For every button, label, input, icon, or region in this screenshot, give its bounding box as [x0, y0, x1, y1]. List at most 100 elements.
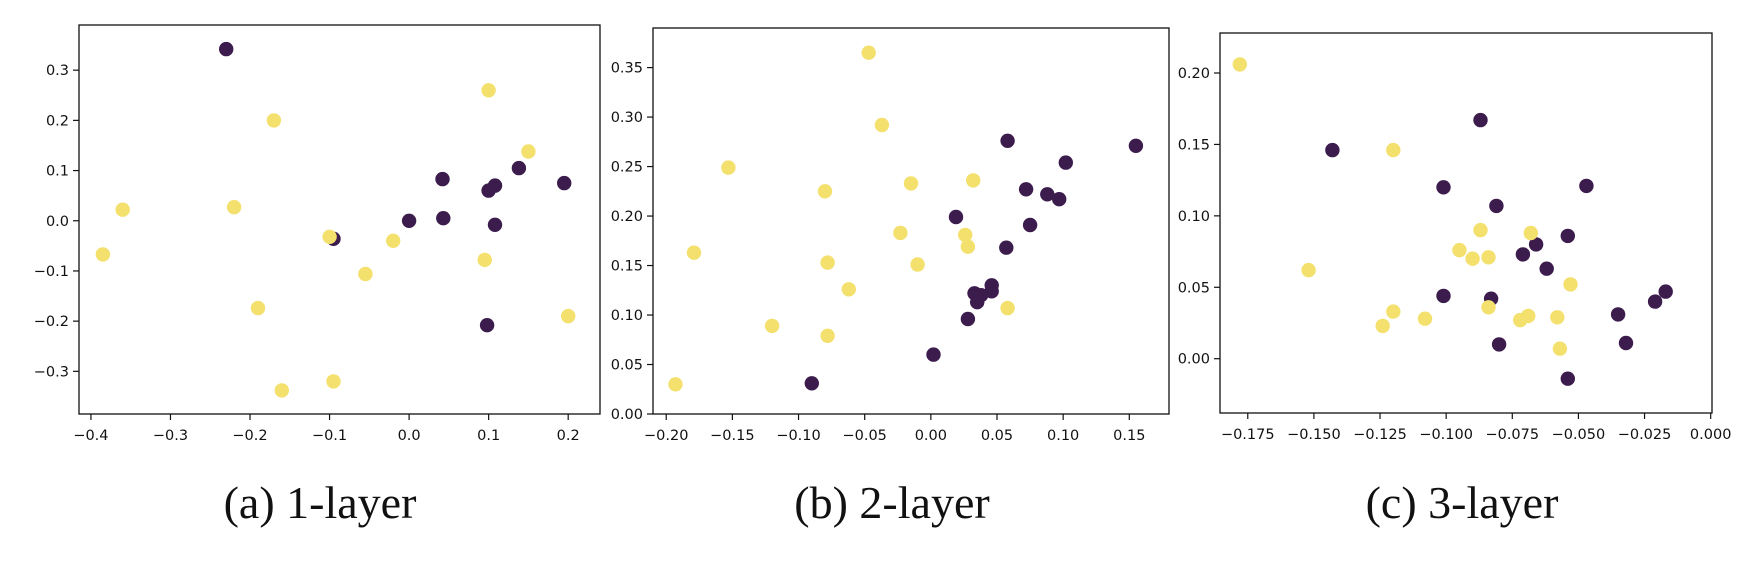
y-tick-label-a-4: 0.1	[46, 164, 69, 180]
scatter-point-c-s0-16	[1658, 284, 1673, 299]
y-axis-a: −0.3 −0.2 −0.1 0.0 0.1 0.2 0.3	[34, 63, 79, 380]
scatter-point-a-s1-0	[95, 247, 111, 262]
scatter-point-c-s1-5	[1417, 311, 1433, 326]
scatter-point-b-s1-10	[893, 225, 908, 241]
x-tick-label-a-6: 0.2	[557, 428, 580, 444]
scatter-point-a-s1-6	[322, 229, 337, 244]
scatter-point-a-s0-1	[435, 171, 450, 187]
scatter-point-c-s1-15	[1552, 341, 1568, 356]
scatter-point-b-s0-15	[1058, 155, 1074, 170]
y-tick-label-b-4: 0.20	[611, 209, 643, 225]
scatter-point-b-s1-1	[686, 245, 702, 260]
scatter-point-c-s1-4	[1386, 304, 1401, 319]
scatter-point-a-s0-9	[487, 217, 503, 232]
x-axis-b: −0.20 −0.15 −0.10 −0.05 0.00 0.05 0.10 0.15	[644, 414, 1145, 444]
scatter-point-a-s0-10	[479, 318, 495, 333]
scatter-point-c-s1-8	[1473, 222, 1488, 238]
scatter-point-a-s1-11	[521, 144, 536, 159]
scatter-point-b-s1-7	[841, 282, 856, 297]
scatter-point-b-s1-5	[820, 255, 835, 270]
y-axis-c: 0.00 0.05 0.10 0.15 0.20	[1178, 66, 1220, 368]
axes-frame-b	[652, 27, 1170, 415]
scatter-point-a-s1-4	[250, 300, 266, 316]
scatter-point-c-s0-13	[1610, 307, 1626, 322]
x-tick-label-b-4: 0.00	[915, 428, 947, 444]
y-tick-label-a-0: −0.3	[34, 364, 69, 380]
scatter-point-b-s0-12	[1022, 217, 1038, 233]
x-tick-label-b-3: −0.05	[842, 428, 886, 444]
scatter-point-c-s0-7	[1515, 247, 1531, 262]
scatter-point-a-s1-2	[226, 200, 242, 215]
x-tick-label-a-3: −0.1	[312, 428, 347, 444]
scatter-point-b-s1-8	[861, 45, 876, 60]
scatter-point-a-s1-7	[326, 374, 341, 389]
scatter-point-c-s0-12	[1579, 178, 1594, 194]
scatter-point-c-s0-1	[1436, 180, 1451, 195]
scatter-point-a-s0-6	[487, 178, 503, 193]
caption-b: (b) 2-layer	[794, 477, 989, 528]
scatter-point-b-s0-11	[1018, 182, 1034, 197]
scatter-point-b-s1-3	[764, 318, 780, 334]
x-axis-c: −0.175 −0.150 −0.125 −0.100 −0.075 −0.050 −0.0…	[1221, 413, 1731, 443]
scatter-point-b-s0-14	[1052, 192, 1067, 207]
caption-a: (a) 1-layer	[224, 477, 417, 528]
y-tick-label-b-0: 0.00	[611, 407, 643, 423]
scatter-point-c-s1-9	[1481, 250, 1496, 265]
y-tick-label-c-0: 0.00	[1178, 352, 1210, 368]
scatter-point-c-s1-7	[1465, 251, 1480, 266]
scatter-point-c-s1-2	[1375, 318, 1390, 334]
scatter-point-b-s1-14	[960, 239, 976, 254]
x-axis-a: −0.4 −0.3 −0.2 −0.1 0.0 0.1 0.2	[73, 414, 580, 444]
scatter-point-c-s0-0	[1325, 142, 1340, 158]
x-tick-label-b-1: −0.15	[710, 428, 754, 444]
subplot-b: −0.20 −0.15 −0.10 −0.05 0.00 0.05 0.10 0.150.00…	[611, 27, 1170, 528]
scatter-point-c-s0-6	[1491, 337, 1507, 352]
scatter-point-a-s0-4	[436, 211, 451, 226]
scatter-point-b-s1-6	[820, 328, 835, 343]
y-tick-label-b-1: 0.05	[611, 358, 643, 374]
scatter-point-a-s1-12	[477, 252, 492, 268]
x-tick-label-c-3: −0.100	[1419, 427, 1473, 443]
x-tick-label-a-1: −0.3	[153, 428, 188, 444]
y-tick-label-b-6: 0.30	[611, 110, 643, 126]
scatter-point-c-s1-16	[1563, 277, 1578, 292]
scatter-point-b-s0-8	[984, 278, 999, 293]
y-tick-label-b-2: 0.10	[611, 308, 643, 324]
x-tick-label-c-1: −0.150	[1287, 427, 1341, 443]
scatter-point-c-s0-3	[1473, 112, 1488, 128]
scatter-point-c-s0-14	[1618, 335, 1634, 351]
scatter-point-b-s1-16	[1000, 300, 1015, 316]
scatter-point-b-s0-2	[948, 209, 964, 225]
points-b	[668, 45, 1144, 392]
scatter-point-b-s0-0	[804, 376, 819, 391]
scatter-point-b-s0-9	[999, 240, 1014, 255]
scatter-point-b-s1-12	[910, 257, 925, 272]
scatter-point-a-s1-10	[481, 83, 496, 98]
x-tick-label-c-2: −0.125	[1353, 427, 1407, 443]
scatter-point-c-s1-6	[1452, 242, 1467, 258]
y-tick-label-c-2: 0.10	[1178, 209, 1210, 225]
scatter-point-b-s1-9	[874, 117, 890, 133]
scatter-point-c-s0-11	[1560, 371, 1576, 386]
y-tick-label-c-4: 0.20	[1178, 66, 1210, 82]
y-tick-label-a-6: 0.3	[46, 63, 69, 79]
scatter-point-b-s0-13	[1040, 187, 1055, 202]
x-tick-label-b-2: −0.10	[776, 428, 820, 444]
scatter-point-c-s0-2	[1436, 288, 1451, 304]
points-c	[1232, 57, 1673, 386]
plot-area-b: −0.20 −0.15 −0.10 −0.05 0.00 0.05 0.10 0.150.00…	[611, 27, 1170, 444]
y-tick-label-b-7: 0.35	[611, 61, 643, 77]
y-tick-label-c-3: 0.15	[1178, 137, 1210, 153]
scatter-point-c-s1-3	[1386, 142, 1401, 158]
y-axis-b: 0.00 0.05 0.10 0.15 0.20 0.25 0.30 0.35	[611, 61, 653, 423]
subplot-a: −0.4 −0.3 −0.2 −0.1 0.0 0.1 0.2 −0.3 −0.2 −0.1 0.0…	[34, 24, 601, 528]
axes-frame-c	[1219, 32, 1713, 414]
scatter-point-a-s1-3	[266, 113, 282, 128]
scatter-point-b-s0-1	[926, 347, 941, 362]
scatter-point-c-s0-9	[1539, 261, 1554, 276]
scatter-point-b-s1-2	[721, 160, 736, 175]
x-tick-label-c-6: −0.025	[1618, 427, 1672, 443]
scatter-point-a-s1-9	[386, 233, 401, 248]
x-tick-label-b-6: 0.10	[1047, 428, 1079, 444]
